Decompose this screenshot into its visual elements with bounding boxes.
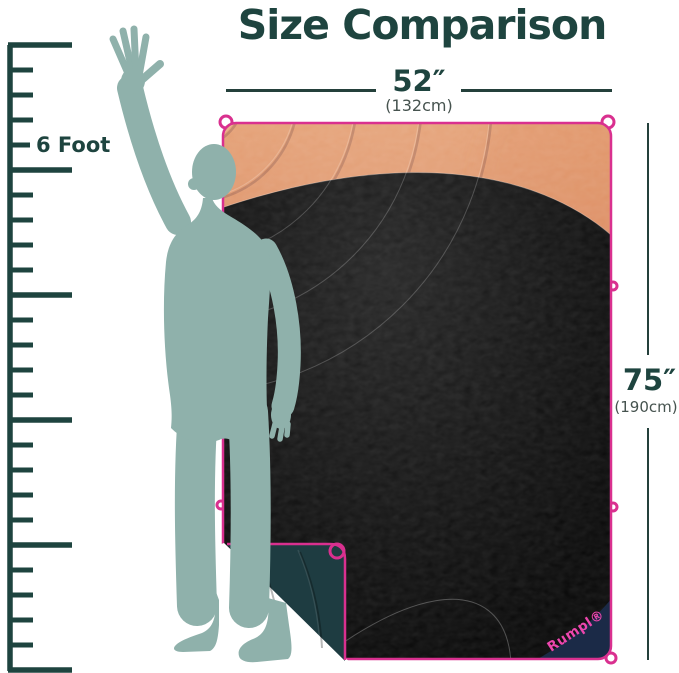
right-shoe	[238, 598, 292, 663]
raised-arm	[117, 75, 191, 235]
height-line-top	[647, 123, 649, 355]
head	[192, 144, 236, 200]
palm	[121, 68, 145, 94]
hanging-arm	[254, 238, 301, 418]
hand-fingers	[269, 421, 291, 442]
height-metric: (190cm)	[614, 398, 678, 416]
left-shoe	[173, 592, 219, 652]
height-line-bottom	[647, 428, 649, 660]
ear	[188, 178, 200, 190]
width-line-right	[461, 89, 612, 92]
finger	[119, 27, 137, 79]
fold-trim	[227, 542, 347, 660]
finger	[130, 25, 140, 78]
person-silhouette	[109, 25, 301, 663]
ruler-inch-ticks	[8, 67, 33, 648]
blanket-corner-underside	[532, 598, 611, 659]
finger	[135, 33, 150, 80]
ruler	[7, 42, 72, 673]
width-line-left	[226, 89, 376, 92]
page-title: Size Comparison	[237, 1, 608, 49]
hand	[271, 401, 291, 429]
height-value: 75″	[622, 363, 677, 397]
ruler-label: 6 Foot	[36, 133, 111, 157]
torso	[163, 198, 271, 443]
ruler-foot-ticks	[8, 42, 72, 673]
width-metric: (132cm)	[385, 96, 453, 115]
fold-corner-loop	[328, 542, 346, 560]
width-value: 52″	[392, 64, 446, 98]
